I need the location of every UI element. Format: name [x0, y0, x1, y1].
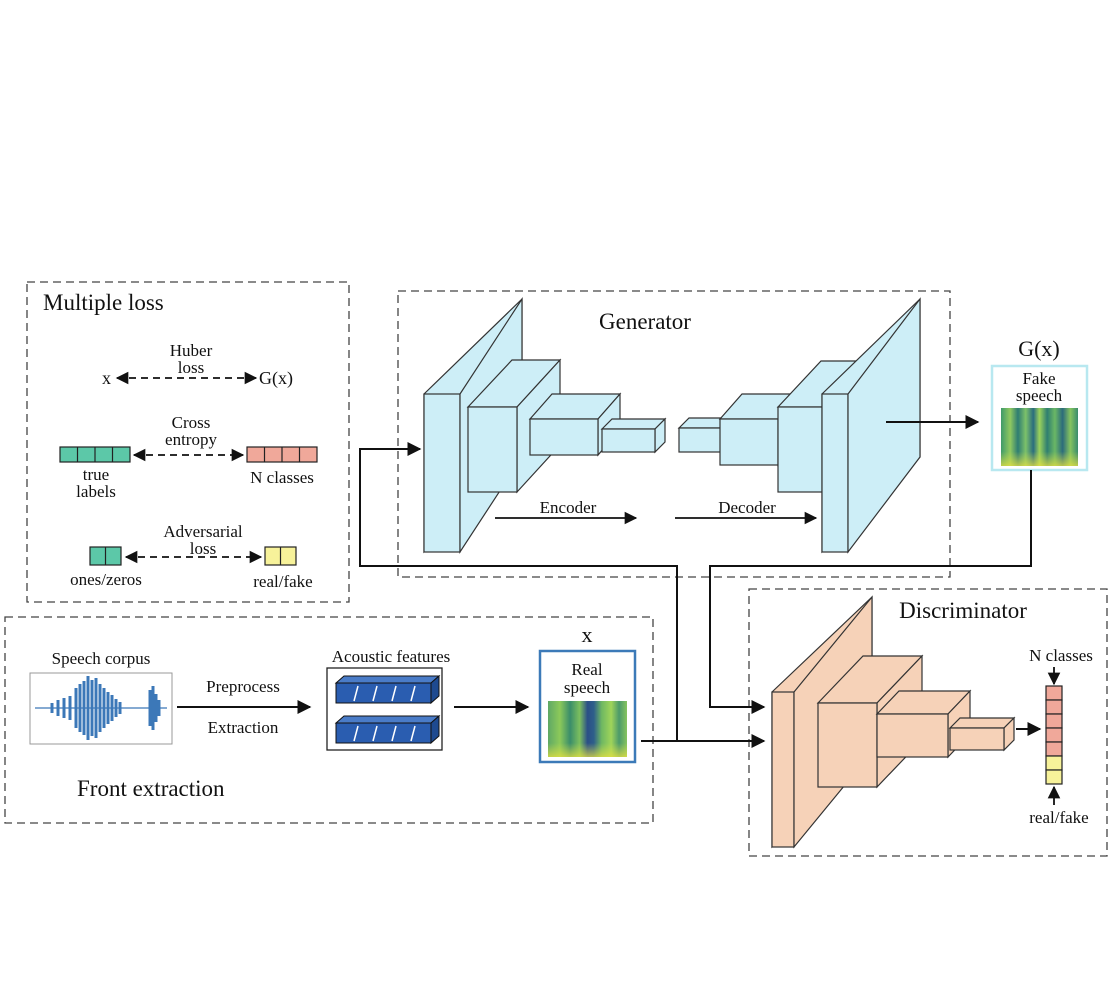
- cross-entropy-label-1: Cross: [172, 413, 211, 432]
- n-classes-label: N classes: [250, 468, 314, 487]
- huber-right-label: G(x): [259, 368, 293, 389]
- adversarial-label-2: loss: [190, 539, 216, 558]
- real-speech-label-2: speech: [564, 678, 611, 697]
- fake-speech-label-1: Fake: [1022, 369, 1055, 388]
- disc-block-3: [875, 689, 972, 759]
- encoder-label: Encoder: [540, 498, 597, 517]
- fake-speech-box: G(x) Fake speech: [990, 336, 1089, 472]
- decoder-label: Decoder: [718, 498, 776, 517]
- real-to-generator-connector: [359, 442, 678, 741]
- real-speech-box: Real speech: [538, 649, 637, 764]
- disc-output-vector: [1045, 685, 1063, 785]
- real-speech-symbol: x: [582, 622, 593, 647]
- discriminator-title: Discriminator: [899, 598, 1027, 623]
- front-extraction-panel: Front extraction Speech corpus Preproces…: [4, 616, 654, 824]
- fake-to-discriminator-connector: [709, 470, 1032, 714]
- true-labels-vector: [59, 446, 131, 463]
- real-fake-loss-label: real/fake: [253, 572, 312, 591]
- waveform-image: [29, 672, 173, 745]
- disc-block-4: [948, 716, 1016, 752]
- encoder-block-4: [600, 417, 667, 454]
- speech-corpus-label: Speech corpus: [52, 649, 151, 668]
- true-labels-label-2: labels: [76, 482, 116, 501]
- disc-real-fake-label: real/fake: [1029, 808, 1088, 827]
- disc-n-classes-label: N classes: [1029, 646, 1093, 665]
- acoustic-features-label: Acoustic features: [332, 647, 450, 666]
- generator-panel: Generator: [397, 290, 951, 578]
- extraction-label: Extraction: [208, 718, 279, 737]
- fake-speech-symbol: G(x): [1018, 336, 1060, 361]
- fake-speech-label-2: speech: [1016, 386, 1063, 405]
- acoustic-features-image: [326, 667, 443, 751]
- huber-left-label: x: [102, 368, 111, 388]
- true-labels-label-1: true: [83, 465, 109, 484]
- adversarial-label-1: Adversarial: [163, 522, 243, 541]
- preprocess-label: Preprocess: [206, 677, 280, 696]
- real-fake-vector: [264, 546, 297, 566]
- n-classes-vector: [246, 446, 318, 463]
- cross-entropy-label-2: entropy: [165, 430, 217, 449]
- ones-zeros-vector: [89, 546, 122, 566]
- real-speech-label-1: Real: [571, 660, 602, 679]
- disc-block-2: [816, 654, 924, 789]
- decoder-block-4: [821, 297, 921, 554]
- huber-label-1: Huber: [170, 341, 213, 360]
- front-extraction-title: Front extraction: [77, 776, 225, 801]
- generator-title: Generator: [599, 309, 691, 334]
- ones-zeros-label: ones/zeros: [70, 570, 142, 589]
- multiple-loss-title: Multiple loss: [43, 290, 164, 315]
- huber-label-2: loss: [178, 358, 204, 377]
- multiple-loss-panel: Multiple loss x G(x) Huber loss Cross en…: [26, 281, 350, 603]
- discriminator-panel: Discriminator: [748, 588, 1108, 857]
